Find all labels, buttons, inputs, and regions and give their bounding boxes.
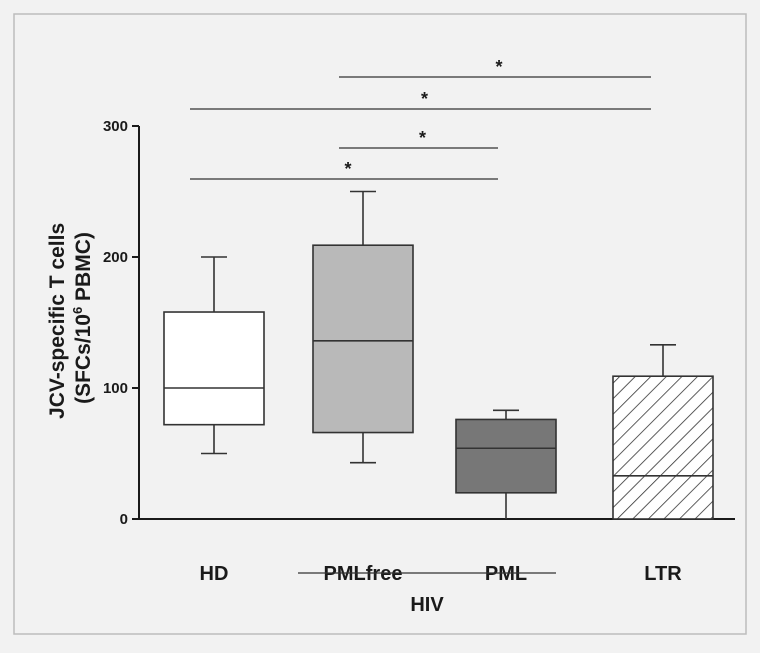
- category-label-pml: PML: [485, 563, 527, 585]
- iqr-box: [455, 418, 557, 494]
- significance-star: *: [495, 57, 502, 77]
- y-tick-label: 300: [103, 118, 128, 135]
- iqr-box: [312, 244, 414, 434]
- box-pml: [455, 409, 557, 519]
- category-label-ltr: LTR: [644, 563, 682, 585]
- category-labels: HD PMLfree PML LTR HIV: [200, 563, 683, 616]
- y-tick-label: 100: [103, 380, 128, 397]
- box-hd: [163, 256, 265, 455]
- y-axis-title-line1: JCV-specific T cells: [46, 223, 69, 419]
- significance-bars: * * * *: [190, 57, 651, 180]
- significance-star: *: [419, 128, 426, 148]
- y-tick-label: 200: [103, 249, 128, 266]
- category-label-pmlfree: PMLfree: [324, 563, 403, 585]
- significance-star: *: [344, 159, 351, 179]
- iqr-box: [612, 375, 714, 520]
- y-axis-title-line2: (SFCs/106 PBMC): [70, 232, 95, 404]
- y-axis-title-suffix: PBMC): [72, 232, 95, 307]
- y-axis-title-superscript: 6: [70, 307, 85, 314]
- boxes: [163, 190, 714, 520]
- y-axis-title: JCV-specific T cells (SFCs/106 PBMC): [46, 217, 95, 419]
- box-pmlfree: [312, 190, 414, 464]
- iqr-box: [163, 311, 265, 426]
- y-tick-label: 0: [120, 511, 128, 528]
- box-ltr: [612, 343, 714, 520]
- y-axis-title-prefix: (SFCs/10: [72, 314, 95, 404]
- category-label-hd: HD: [200, 563, 229, 585]
- group-label-hiv: HIV: [410, 594, 444, 616]
- significance-star: *: [421, 89, 428, 109]
